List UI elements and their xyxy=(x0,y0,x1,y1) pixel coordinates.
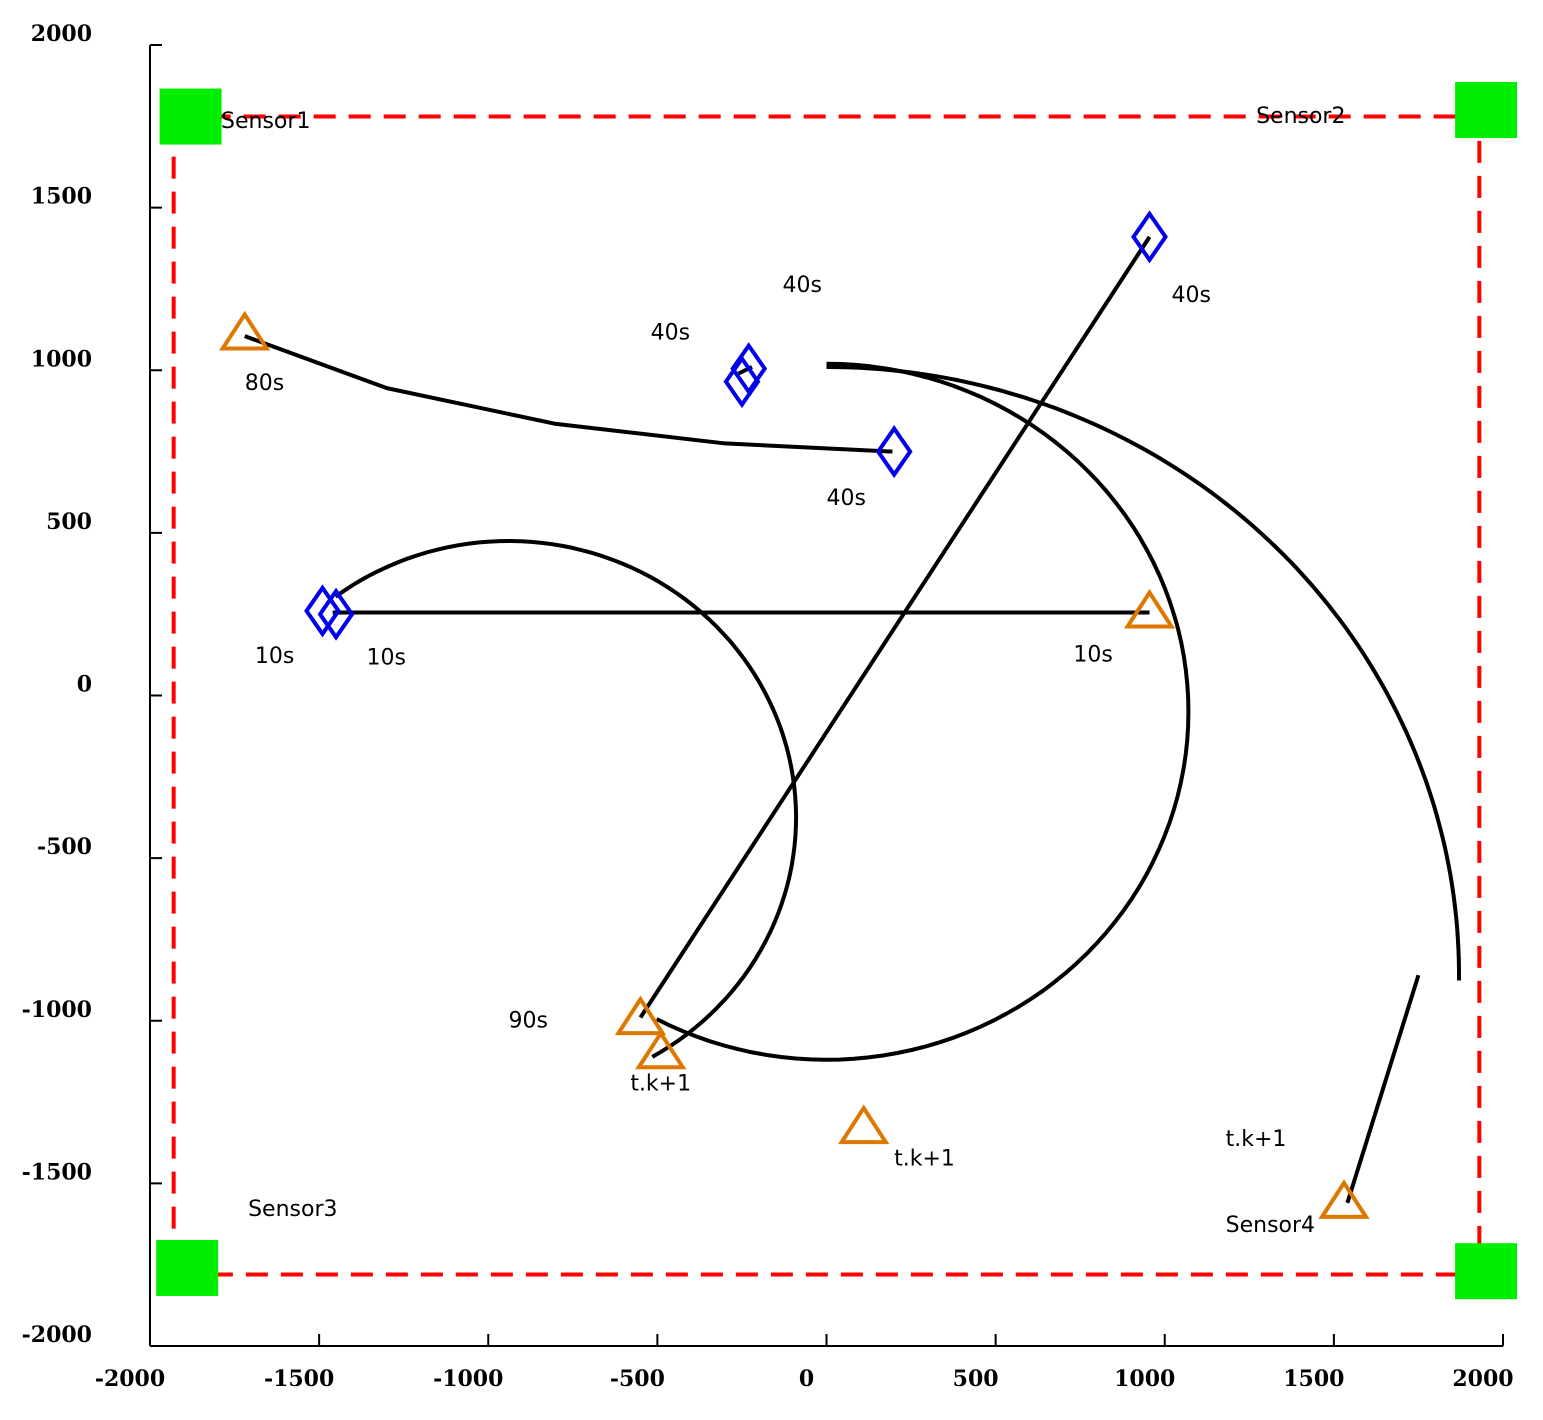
x-tick-label: 500 xyxy=(953,1366,999,1392)
annotation-label: 10s xyxy=(255,644,294,669)
y-tick-label: -500 xyxy=(37,834,92,860)
sensor-marker-2 xyxy=(1455,82,1518,139)
track-line-8 xyxy=(1345,974,1421,1204)
x-tick-label: -2000 xyxy=(95,1366,165,1392)
y-tick-label: -2000 xyxy=(22,1322,92,1348)
track-line-5 xyxy=(655,361,1191,1062)
start-marker-1 xyxy=(219,310,271,351)
y-tick-label: 1500 xyxy=(31,184,92,210)
start-marker-5 xyxy=(838,1104,890,1145)
end-marker-6 xyxy=(1131,210,1168,264)
annotation-label: 40s xyxy=(651,320,690,345)
sensor-marker-4 xyxy=(1455,1243,1518,1300)
annotation-label: 40s xyxy=(1172,283,1211,308)
x-tick-label: -500 xyxy=(610,1366,665,1392)
annotation-label: 40s xyxy=(783,273,822,298)
annotation-label: 40s xyxy=(827,486,866,511)
x-tick-label: 1500 xyxy=(1283,1366,1344,1392)
start-marker-3 xyxy=(614,995,667,1036)
y-tick-label: -1000 xyxy=(22,997,92,1023)
annotation-label: Sensor4 xyxy=(1226,1213,1315,1238)
annotation-label: 90s xyxy=(509,1008,548,1033)
annotation-label: t.k+1 xyxy=(1226,1127,1287,1152)
x-tick-label: -1500 xyxy=(264,1366,334,1392)
annotation-label: Sensor1 xyxy=(221,109,310,134)
y-tick-label: 0 xyxy=(77,672,92,698)
annotation-label: Sensor2 xyxy=(1256,104,1345,129)
x-tick-label: 0 xyxy=(799,1366,814,1392)
sensors-layer xyxy=(156,82,1518,1300)
boundary-layer xyxy=(171,114,1482,1277)
annotation-label: 80s xyxy=(245,371,284,396)
end-marker-1 xyxy=(304,584,341,638)
end-marker-4 xyxy=(723,355,761,409)
sensor-marker-1 xyxy=(159,88,222,145)
start-marker-2 xyxy=(1123,588,1176,629)
axes-layer: -2000 -1500 -1000 -500 0 500 1000 1500 2000 -2000… xyxy=(22,21,1514,1392)
annotation-label: t.k+1 xyxy=(894,1146,955,1171)
track-line-1 xyxy=(244,334,893,454)
end-marker-2 xyxy=(317,587,355,641)
tracks-layer xyxy=(244,235,1461,1204)
track-line-6 xyxy=(826,365,1461,981)
end-marker-5 xyxy=(875,425,913,479)
x-tick-label: 2000 xyxy=(1452,1366,1513,1392)
annotation-label: Sensor3 xyxy=(248,1197,337,1222)
annotation-label: 10s xyxy=(1073,642,1112,667)
y-tick-label: -1500 xyxy=(22,1159,92,1185)
annotation-label: 10s xyxy=(366,646,405,671)
annotation-label: t.k+1 xyxy=(630,1072,691,1097)
start-marker-6 xyxy=(1318,1179,1370,1219)
markers-layer xyxy=(219,210,1370,1219)
x-tick-label: -1000 xyxy=(433,1366,503,1392)
y-tick-label: 2000 xyxy=(31,21,92,47)
y-tick-label: 1000 xyxy=(31,346,92,372)
y-tick-label: 500 xyxy=(46,509,92,535)
x-tick-label: 1000 xyxy=(1114,1366,1175,1392)
sensor-marker-3 xyxy=(156,1239,219,1296)
track-line-4 xyxy=(334,539,799,1059)
labels-layer: 80s 40s 40s 40s 40s 10s 10s 10s 90s t.k+1 t.k+1 t.k… xyxy=(221,104,1345,1238)
track-line-3 xyxy=(638,235,1152,1019)
boundary-rect xyxy=(171,114,1482,1277)
start-marker-4 xyxy=(635,1029,687,1070)
